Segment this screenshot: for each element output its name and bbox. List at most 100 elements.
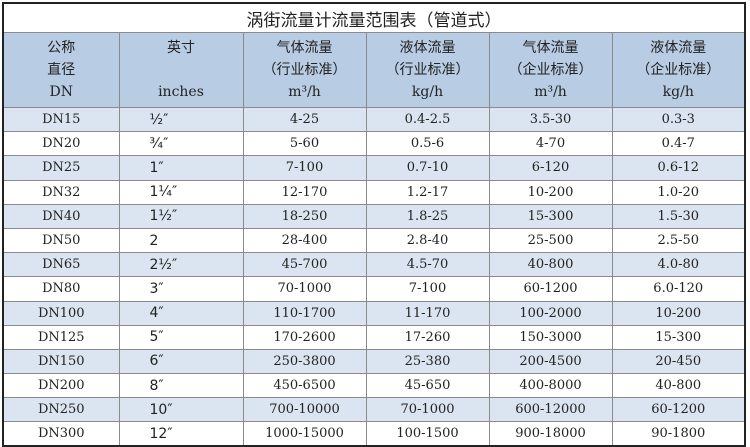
cell-liquid-industry: 70-1000 (365, 397, 490, 423)
cell-gas-enterprise: 150-3000 (488, 324, 613, 350)
table-row: DN300 12″ 1000-15000 100-1500 900-18000 90-18… (2, 421, 746, 447)
cell-liquid-industry: 100-1500 (365, 421, 490, 447)
cell-inches: 1½″ (118, 203, 244, 229)
cell-gas-industry: 4-25 (242, 106, 367, 133)
cell-dn: DN250 (2, 397, 120, 423)
cell-dn: DN300 (2, 421, 120, 447)
header-line: 液体流量 (650, 40, 707, 56)
header-dn: 公称直径 DN (2, 32, 120, 108)
cell-gas-industry: 7-100 (242, 155, 367, 181)
table-row: DN32 1¼″ 12-170 1.2-17 10-200 1.0-20 (2, 179, 746, 205)
table-row: DN40 1½″ 18-250 1.8-25 15-300 1.5-30 (2, 203, 746, 229)
table-row: DN125 5″ 170-2600 17-260 150-3000 15-300 (2, 324, 746, 350)
cell-gas-enterprise: 10-200 (488, 179, 613, 205)
cell-liquid-enterprise: 6.0-120 (611, 276, 746, 302)
cell-liquid-enterprise: 0.6-12 (611, 155, 746, 181)
cell-liquid-enterprise: 1.0-20 (611, 179, 746, 205)
cell-gas-industry: 12-170 (242, 179, 367, 205)
cell-liquid-industry: 4.5-70 (365, 252, 490, 278)
cell-gas-enterprise: 100-2000 (488, 300, 613, 326)
cell-inches: 4″ (118, 300, 244, 326)
cell-gas-industry: 110-1700 (242, 300, 367, 326)
cell-liquid-enterprise: 20-450 (611, 348, 746, 375)
cell-gas-industry: 5-60 (242, 131, 367, 157)
header-line: 公称 (47, 40, 76, 56)
cell-gas-industry: 170-2600 (242, 324, 367, 350)
cell-gas-enterprise: 25-500 (488, 227, 613, 254)
cell-liquid-enterprise: 15-300 (611, 324, 746, 350)
cell-inches: 12″ (118, 421, 244, 447)
header-line: DN (49, 84, 73, 100)
header-line: 液体流量 (399, 40, 456, 56)
cell-dn: DN15 (2, 106, 120, 133)
cell-inches: 3″ (118, 276, 244, 302)
cell-liquid-industry: 1.2-17 (365, 179, 490, 205)
table-row: DN100 4″ 110-1700 11-170 100-2000 10-200 (2, 300, 746, 326)
table-row: DN200 8″ 450-6500 45-650 400-8000 40-800 (2, 373, 746, 399)
header-line: （企业标准） (508, 62, 593, 78)
cell-liquid-enterprise: 60-1200 (611, 397, 746, 423)
cell-dn: DN40 (2, 203, 120, 229)
header-line: 英寸 (167, 40, 195, 56)
cell-gas-enterprise: 6-120 (488, 155, 613, 181)
header-line: 气体流量 (276, 40, 333, 56)
cell-liquid-enterprise: 40-800 (611, 373, 746, 399)
table-row: DN50 2 28-400 2.8-40 25-500 2.5-50 (2, 227, 746, 254)
cell-liquid-enterprise: 0.4-7 (611, 131, 746, 157)
cell-liquid-industry: 7-100 (365, 276, 490, 302)
cell-gas-enterprise: 40-800 (488, 252, 613, 278)
cell-inches: 2 (118, 227, 244, 254)
cell-gas-industry: 18-250 (242, 203, 367, 229)
cell-inches: 1¼″ (118, 179, 244, 205)
cell-liquid-enterprise: 90-1800 (611, 421, 746, 447)
cell-inches: ½″ (118, 106, 244, 133)
cell-gas-enterprise: 3.5-30 (488, 106, 613, 133)
cell-liquid-industry: 1.8-25 (365, 203, 490, 229)
header-line: m³/h (288, 84, 321, 100)
header-line: （行业标准） (262, 62, 347, 78)
header-gas-industry: 气体流量 （行业标准） m³/h (242, 32, 367, 108)
header-line: m³/h (534, 84, 567, 100)
header-line: （行业标准） (385, 62, 470, 78)
cell-gas-industry: 45-700 (242, 252, 367, 278)
header-line: kg/h (662, 84, 694, 100)
cell-liquid-industry: 45-650 (365, 373, 490, 399)
header-liquid-enterprise: 液体流量 （企业标准） kg/h (611, 32, 746, 108)
cell-liquid-industry: 0.7-10 (365, 155, 490, 181)
cell-liquid-industry: 2.8-40 (365, 227, 490, 254)
cell-gas-industry: 700-10000 (242, 397, 367, 423)
cell-liquid-enterprise: 1.5-30 (611, 203, 746, 229)
cell-dn: DN125 (2, 324, 120, 350)
cell-inches: 2½″ (118, 252, 244, 278)
header-line: kg/h (411, 84, 444, 100)
cell-gas-enterprise: 400-8000 (488, 373, 613, 399)
table-title: 涡街流量计流量范围表（管道式） (2, 2, 746, 33)
cell-gas-enterprise: 200-4500 (488, 348, 613, 375)
cell-gas-enterprise: 60-1200 (488, 276, 613, 302)
cell-liquid-industry: 17-260 (365, 324, 490, 350)
table-row: DN250 10″ 700-10000 70-1000 600-12000 60-1200 (2, 397, 746, 423)
cell-dn: DN150 (2, 348, 120, 375)
table-row: DN80 3″ 70-1000 7-100 60-1200 6.0-120 (2, 276, 746, 302)
cell-liquid-industry: 11-170 (365, 300, 490, 326)
cell-liquid-industry: 25-380 (365, 348, 490, 375)
table-row: DN20 ¾″ 5-60 0.5-6 4-70 0.4-7 (2, 131, 746, 157)
cell-gas-enterprise: 900-18000 (488, 421, 613, 447)
cell-dn: DN32 (2, 179, 120, 205)
cell-dn: DN25 (2, 155, 120, 181)
cell-dn: DN20 (2, 131, 120, 157)
header-row: 公称直径 DN 英寸 inches 气体流量 （行业标准） m³/h 液体流量 （行业标准） k… (2, 32, 746, 108)
cell-inches: ¾″ (118, 131, 244, 157)
cell-gas-enterprise: 600-12000 (488, 397, 613, 423)
cell-liquid-enterprise: 0.3-3 (611, 106, 746, 133)
header-line: inches (158, 84, 204, 100)
cell-liquid-industry: 0.4-2.5 (365, 106, 490, 133)
table-row: DN150 6″ 250-3800 25-380 200-4500 20-450 (2, 348, 746, 375)
table-row: DN65 2½″ 45-700 4.5-70 40-800 4.0-80 (2, 252, 746, 278)
cell-inches: 10″ (118, 397, 244, 423)
table-row: DN25 1″ 7-100 0.7-10 6-120 0.6-12 (2, 155, 746, 181)
header-line: 直径 (47, 62, 76, 78)
header-line (120, 59, 243, 81)
cell-inches: 5″ (118, 324, 244, 350)
